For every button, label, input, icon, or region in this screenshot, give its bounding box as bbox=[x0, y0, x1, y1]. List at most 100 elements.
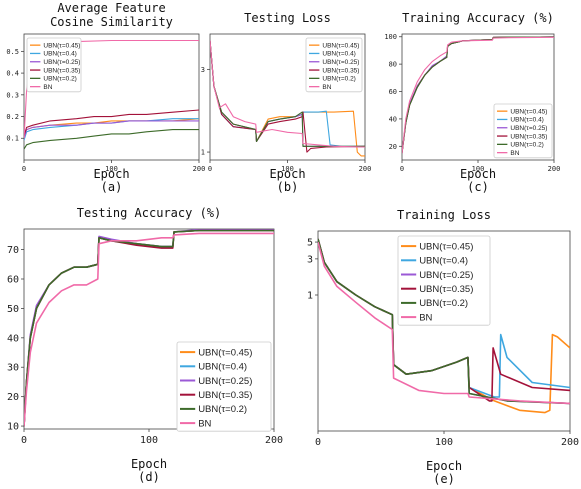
x-tick-label: 100 bbox=[472, 165, 485, 173]
legend-label: BN bbox=[419, 312, 432, 323]
y-tick-label: 1 bbox=[201, 149, 205, 157]
legend-label: UBN(τ=0.35) bbox=[198, 390, 252, 401]
legend-box bbox=[397, 235, 491, 326]
x-tick-label: 0 bbox=[400, 165, 404, 173]
chart-e: Training Loss 0 100 200 1 3 5 Epoch(e) UBN(τ=0.4… bbox=[307, 208, 579, 486]
x-tick-label: 200 bbox=[561, 437, 579, 448]
x-tick-label: 100 bbox=[281, 165, 294, 173]
y-tick-label: 0.3 bbox=[6, 91, 19, 99]
legend-label: BN bbox=[198, 418, 211, 429]
series-line-ubn0.35 bbox=[24, 109, 199, 137]
panel-caption: (d) bbox=[138, 470, 160, 484]
series-line-ubn0.2 bbox=[210, 40, 365, 147]
legend-label: UBN(τ=0.2) bbox=[43, 76, 76, 83]
x-tick-label: 100 bbox=[140, 435, 158, 446]
legend-label: UBN(τ=0.25) bbox=[510, 125, 547, 132]
x-tick-label: 100 bbox=[105, 165, 118, 173]
y-tick-label: 0.5 bbox=[6, 48, 19, 56]
panel-caption: (e) bbox=[433, 472, 455, 486]
x-axis-label: Epoch bbox=[93, 167, 129, 181]
legend-label: UBN(τ=0.4) bbox=[43, 51, 76, 58]
x-axis-label: Epoch bbox=[131, 457, 167, 471]
y-tick-label: 0.2 bbox=[6, 113, 19, 121]
y-tick-label: 50 bbox=[7, 304, 19, 315]
x-tick-label: 100 bbox=[435, 437, 453, 448]
legend-box bbox=[493, 103, 553, 159]
legend-box bbox=[26, 37, 82, 93]
legend-label: UBN(τ=0.35) bbox=[322, 67, 359, 74]
x-tick-label: 200 bbox=[359, 165, 372, 173]
legend-label: UBN(τ=0.45) bbox=[43, 42, 80, 49]
y-tick-label: 80 bbox=[389, 61, 397, 69]
panel-caption: (a) bbox=[101, 180, 123, 194]
y-tick-label: 3 bbox=[201, 66, 205, 74]
legend-label: UBN(τ=0.4) bbox=[198, 362, 247, 373]
series-line-bn bbox=[210, 40, 365, 148]
x-tick-label: 0 bbox=[315, 437, 321, 448]
series-group bbox=[210, 40, 365, 157]
series-group bbox=[24, 229, 274, 427]
series-line-bn bbox=[24, 232, 274, 427]
x-tick-label: 200 bbox=[265, 435, 283, 446]
legend-label: UBN(τ=0.45) bbox=[198, 347, 252, 358]
chart-c: Training Accuracy (%)0 100 20020406080100E… bbox=[384, 11, 560, 194]
legend-label: UBN(τ=0.4) bbox=[322, 51, 355, 58]
y-tick-label: 100 bbox=[384, 33, 397, 41]
legend-label: UBN(τ=0.45) bbox=[419, 241, 473, 252]
y-tick-label: 10 bbox=[7, 422, 19, 433]
y-tick-label: 60 bbox=[7, 275, 19, 286]
x-tick-label: 0 bbox=[21, 435, 27, 446]
chart-d: Testing Accuracy (%) 0 100 200 10 20 30 40 50 60 7… bbox=[7, 206, 283, 484]
y-tick-label: 40 bbox=[389, 115, 397, 123]
legend-label: BN bbox=[322, 84, 331, 91]
legend-label: UBN(τ=0.35) bbox=[510, 133, 547, 140]
legend-label: UBN(τ=0.25) bbox=[198, 376, 252, 387]
chart-title: Testing Accuracy (%) bbox=[77, 206, 222, 220]
chart-title: Training Accuracy (%) bbox=[402, 11, 554, 25]
legend-label: UBN(τ=0.45) bbox=[510, 108, 547, 115]
chart-title: Cosine Similarity bbox=[50, 15, 173, 29]
legend-box bbox=[305, 37, 363, 93]
x-axis-label: Epoch bbox=[269, 167, 305, 181]
series-line-ubn0.45 bbox=[24, 118, 199, 139]
y-tick-label: 40 bbox=[7, 333, 19, 344]
series-line-ubn0.25 bbox=[24, 120, 199, 139]
legend-label: UBN(τ=0.2) bbox=[419, 298, 468, 309]
y-tick-label: 30 bbox=[7, 363, 19, 374]
legend-label: UBN(τ=0.25) bbox=[419, 270, 473, 281]
x-tick-label: 200 bbox=[548, 165, 561, 173]
x-axis-label: Epoch bbox=[426, 459, 462, 473]
legend-box bbox=[176, 341, 272, 432]
legend-label: UBN(τ=0.25) bbox=[43, 59, 80, 66]
y-tick-label: 3 bbox=[307, 254, 313, 265]
chart-title: Average Feature bbox=[57, 1, 165, 15]
legend-label: UBN(τ=0.2) bbox=[510, 142, 543, 149]
series-line-bn bbox=[318, 241, 570, 405]
panel-caption: (b) bbox=[277, 180, 299, 194]
x-tick-label: 0 bbox=[208, 165, 212, 173]
panel-caption: (c) bbox=[467, 180, 489, 194]
legend-label: UBN(τ=0.25) bbox=[322, 59, 359, 66]
y-tick-label: 20 bbox=[7, 392, 19, 403]
chart-b: Testing Loss 0 100 200 1 3 Epoch(b) UBN(τ=0.45)… bbox=[201, 11, 372, 194]
legend-label: UBN(τ=0.35) bbox=[43, 67, 80, 74]
legend-label: UBN(τ=0.4) bbox=[419, 256, 468, 267]
legend-label: UBN(τ=0.2) bbox=[322, 76, 355, 83]
legend-label: UBN(τ=0.2) bbox=[198, 404, 247, 415]
chart-title: Training Loss bbox=[397, 208, 491, 222]
y-tick-label: 0.1 bbox=[6, 135, 19, 143]
y-tick-label: 20 bbox=[389, 143, 397, 151]
legend-label: BN bbox=[510, 150, 519, 157]
legend-label: UBN(τ=0.35) bbox=[419, 284, 473, 295]
legend-label: BN bbox=[43, 84, 52, 91]
x-axis-label: Epoch bbox=[460, 167, 496, 181]
y-tick-label: 70 bbox=[7, 245, 19, 256]
series-group bbox=[318, 238, 570, 414]
series-group bbox=[402, 36, 554, 154]
y-tick-label: 60 bbox=[389, 88, 397, 96]
chart-title: Testing Loss bbox=[244, 11, 331, 25]
legend-label: UBN(τ=0.45) bbox=[322, 42, 359, 49]
y-tick-label: 0.4 bbox=[6, 70, 19, 78]
